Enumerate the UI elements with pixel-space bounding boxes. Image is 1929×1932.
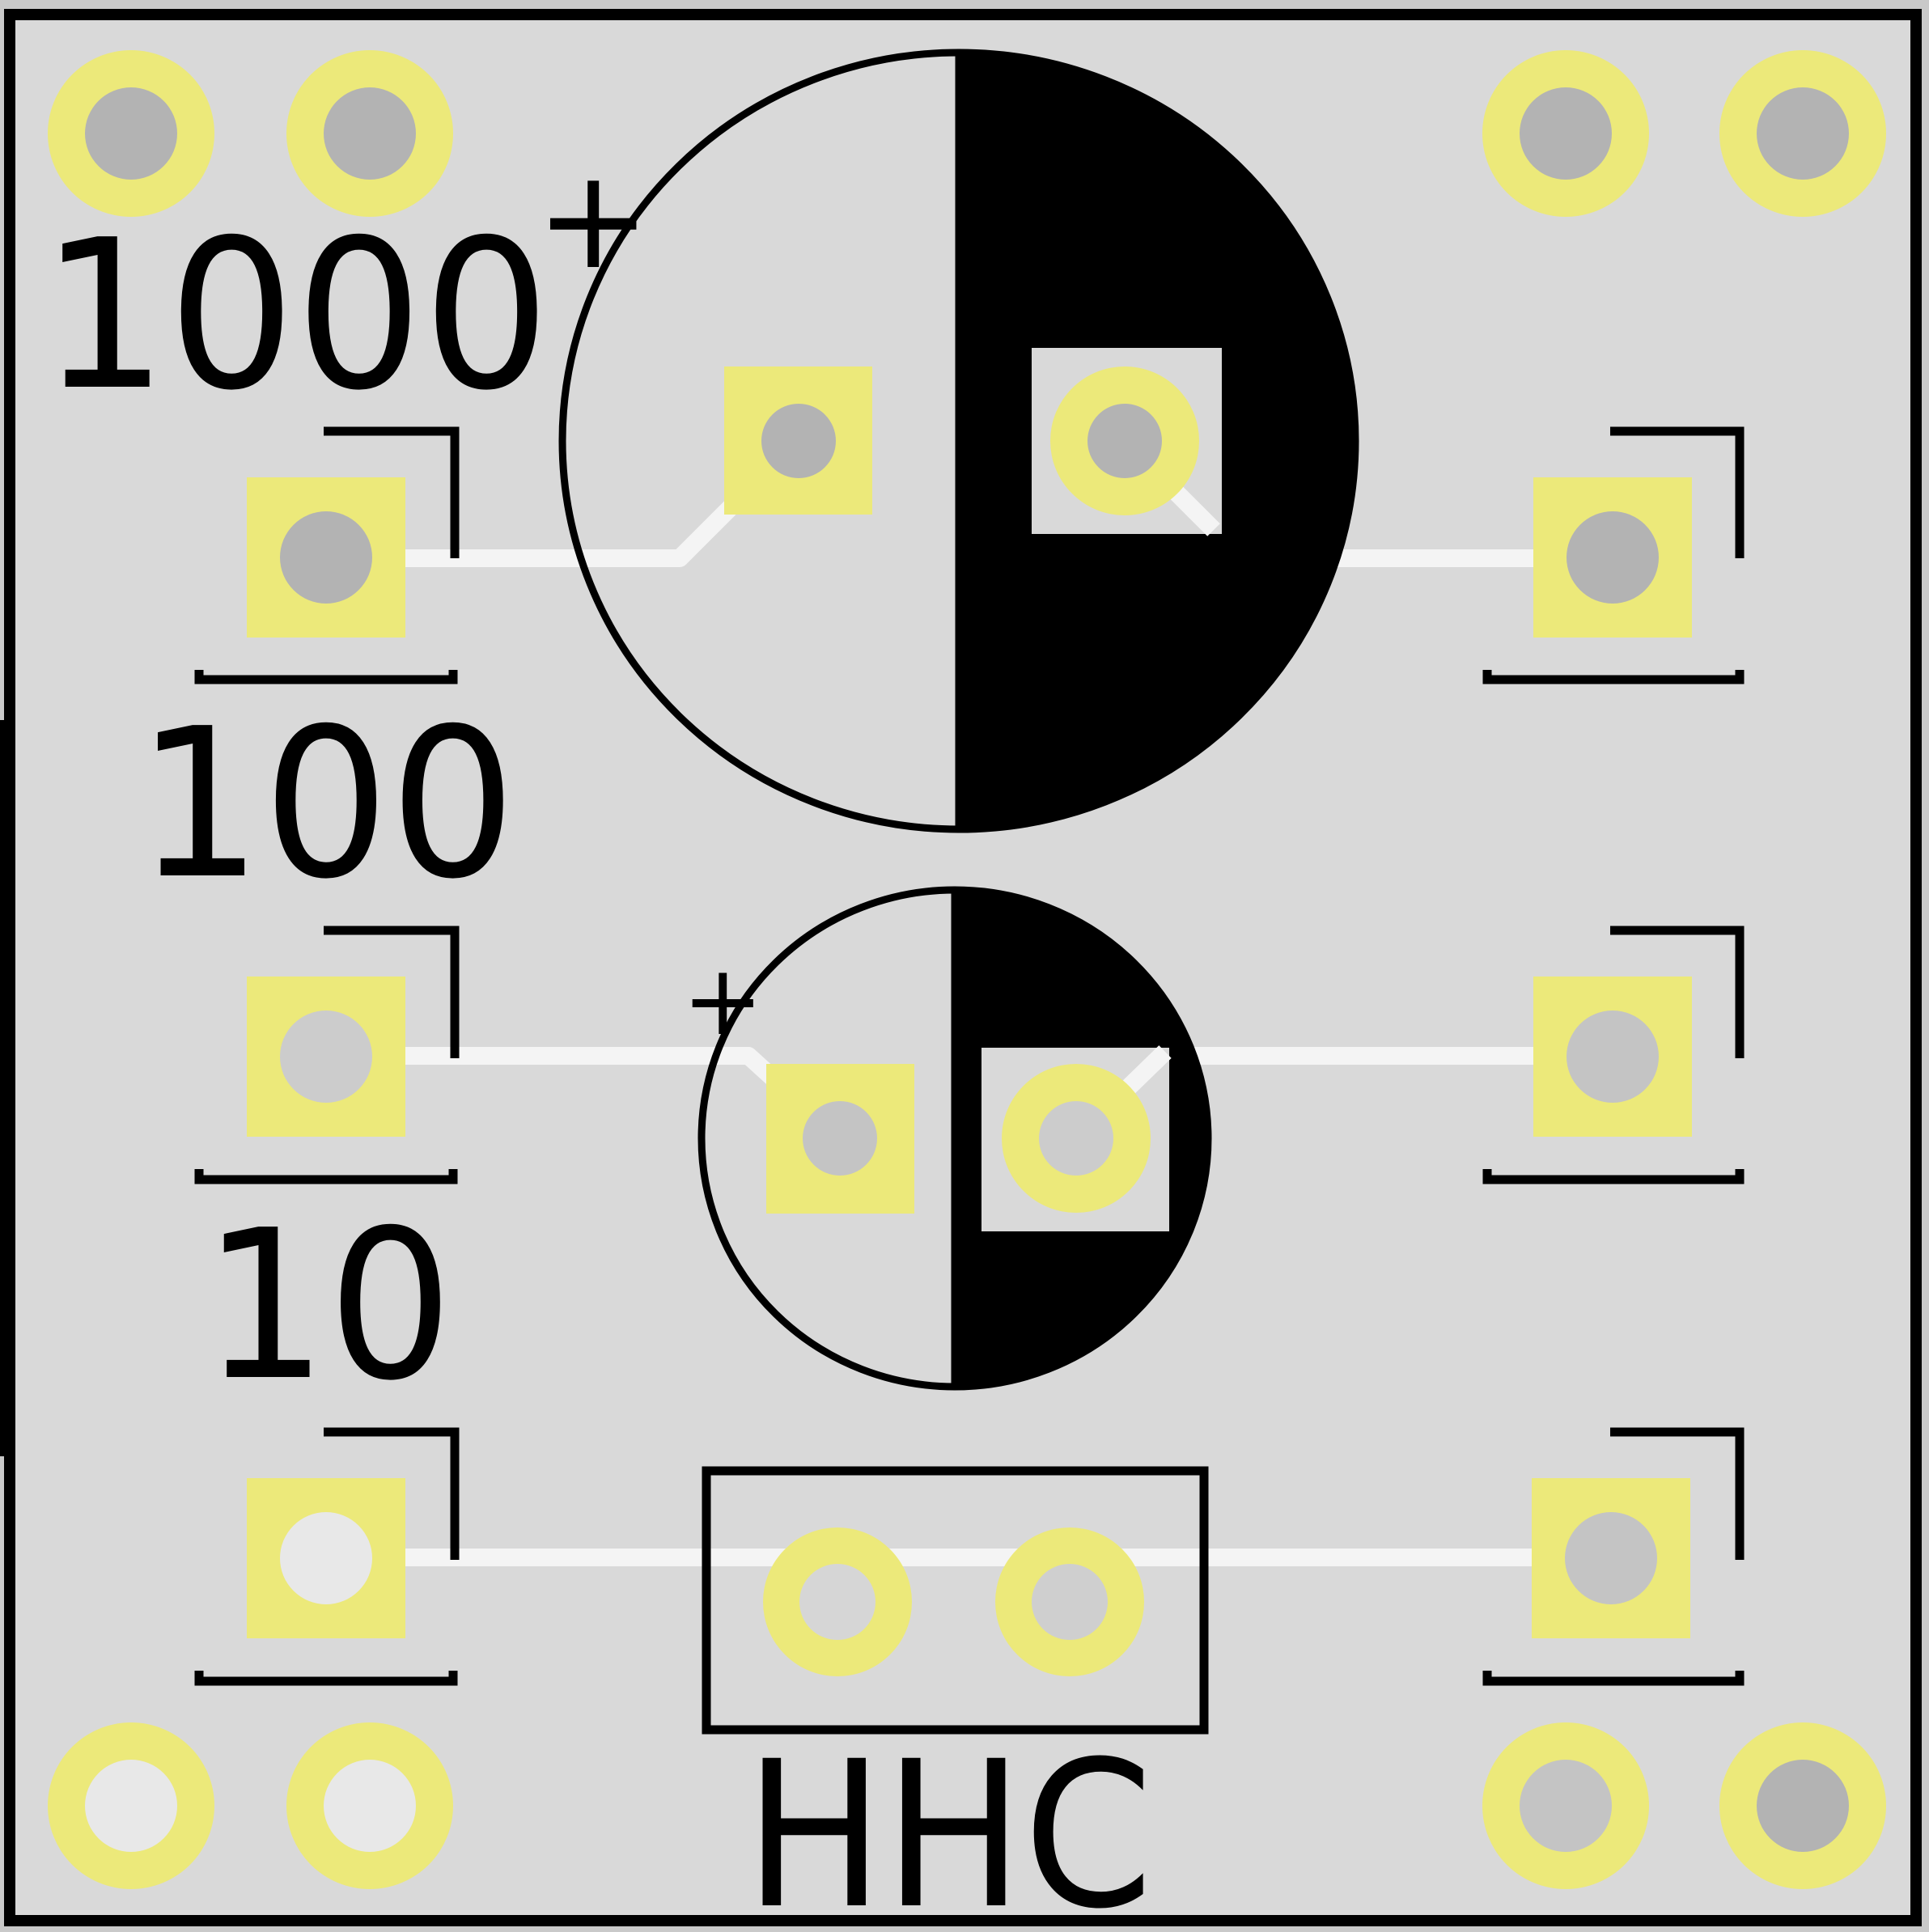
right-pad-row1-hole (1567, 511, 1659, 604)
corner-hole-tr-1 (1520, 87, 1612, 180)
label-1000: 1000 (40, 196, 550, 436)
capacitor-1000-hole-positive (761, 404, 836, 478)
connector-hhc (702, 1466, 1209, 1735)
connector-hole-2 (1032, 1564, 1108, 1640)
label-100-polarity: + (682, 945, 764, 1057)
left-pad-row1-silk-bottom (194, 670, 458, 684)
corner-hole-br-2 (1757, 1760, 1849, 1852)
right-header-pads (1482, 426, 1745, 1686)
silkscreen-text: 1000 + 100 + 10 HHC (40, 140, 1153, 1932)
left-pad-row2-silk-bottom (194, 1169, 458, 1184)
right-pad-row3-silk-bottom (1482, 1671, 1745, 1686)
connector-outline (702, 1466, 1209, 1735)
left-pad-row3-hole (280, 1512, 372, 1604)
capacitor-100-hole-positive (803, 1101, 877, 1176)
left-pad-row1 (194, 426, 460, 684)
corner-hole-tr-2 (1757, 87, 1849, 180)
capacitor-1000 (558, 49, 1359, 833)
connector-hole-1 (799, 1564, 875, 1640)
right-pad-row3-hole (1565, 1512, 1657, 1604)
capacitor-100-hole-negative (1039, 1101, 1113, 1176)
label-100: 100 (136, 684, 516, 925)
label-10: 10 (202, 1186, 453, 1426)
capacitor-100 (697, 886, 1212, 1391)
left-pad-row2-hole (280, 1010, 372, 1103)
right-pad-row1-silk-top (1610, 426, 1745, 558)
right-pad-row2 (1482, 926, 1745, 1184)
left-pad-row2-silk-top (324, 926, 460, 1058)
right-pad-row1-silk-bottom (1482, 670, 1745, 684)
corner-hole-tl-2 (324, 87, 416, 180)
corner-hole-bl-1 (85, 1760, 177, 1852)
left-pad-row3 (194, 1427, 460, 1686)
left-header-pads (194, 426, 460, 1686)
left-pad-row1-silk-top (324, 426, 460, 558)
left-pad-row2 (194, 926, 460, 1184)
label-1000-polarity: + (536, 140, 651, 300)
label-hhc: HHC (744, 1718, 1153, 1932)
right-pad-row1 (1482, 426, 1745, 684)
board-edge-mark (0, 720, 11, 1456)
right-pad-row3-silk-top (1610, 1427, 1745, 1560)
right-pad-row2-silk-bottom (1482, 1169, 1745, 1184)
right-pad-row3 (1482, 1427, 1745, 1686)
capacitor-1000-hole-negative (1087, 404, 1162, 478)
corner-hole-bl-2 (324, 1760, 416, 1852)
left-pad-row3-silk-bottom (194, 1671, 458, 1686)
corner-hole-br-1 (1520, 1760, 1612, 1852)
left-pad-row3-silk-top (324, 1427, 460, 1560)
corner-pads (48, 50, 1886, 1889)
right-pad-row2-hole (1567, 1010, 1659, 1103)
right-pad-row2-silk-top (1610, 926, 1745, 1058)
corner-hole-tl-1 (85, 87, 177, 180)
left-pad-row1-hole (280, 511, 372, 604)
